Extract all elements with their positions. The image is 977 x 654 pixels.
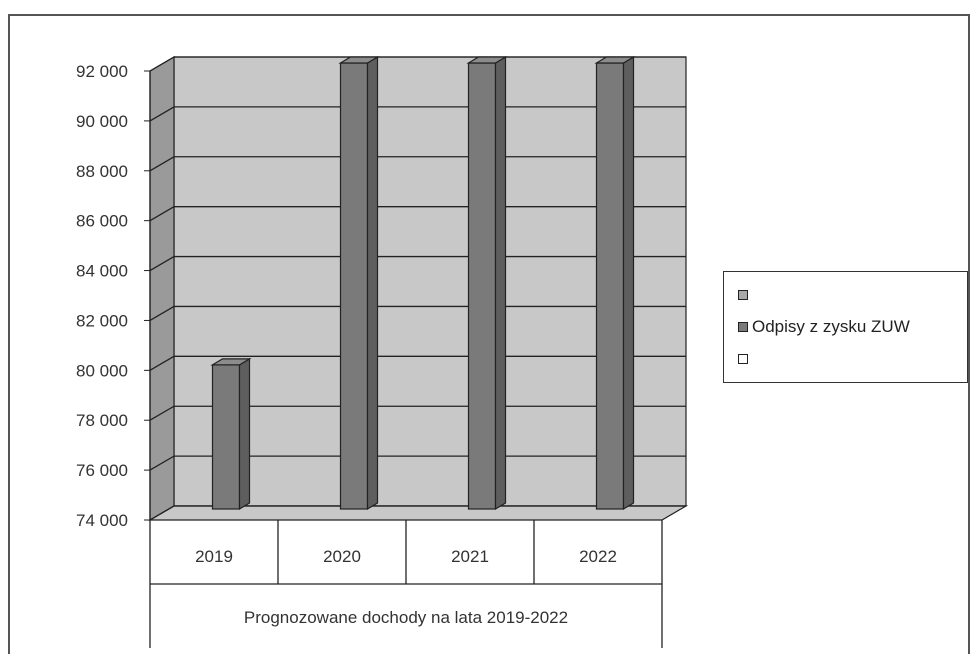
bar-side-2020 — [366, 55, 379, 511]
x-tick-label-2019: 2019 — [195, 547, 233, 566]
bar-top-2019 — [210, 358, 252, 366]
side-wall — [149, 55, 175, 522]
y-tick-label: 92 000 — [76, 62, 128, 81]
gridline — [149, 106, 686, 122]
bar-2020 — [339, 62, 369, 510]
gridline — [149, 405, 686, 421]
gridline — [149, 455, 686, 471]
legend: Odpisy z zysku ZUW — [723, 271, 968, 383]
y-tick-label: 76 000 — [76, 461, 128, 480]
legend-swatch-series-2 — [738, 322, 748, 332]
gridline — [149, 156, 686, 172]
y-tick-label: 84 000 — [76, 262, 128, 281]
bar-side-2021 — [494, 55, 507, 511]
legend-entry-series-1 — [738, 284, 752, 306]
bar-2019 — [211, 364, 241, 510]
x-tick-label-2021: 2021 — [451, 547, 489, 566]
y-tick-label: 88 000 — [76, 162, 128, 181]
legend-label-series-2: Odpisy z zysku ZUW — [752, 317, 910, 336]
bar-top-2020 — [338, 56, 380, 64]
y-tick-label: 82 000 — [76, 311, 128, 330]
y-tick-label: 74 000 — [76, 511, 128, 530]
gridline — [149, 305, 686, 322]
gridline — [149, 56, 686, 72]
gridline — [149, 355, 686, 371]
y-tick-label: 78 000 — [76, 411, 128, 430]
legend-swatch-series-3 — [738, 354, 748, 364]
legend-entry-series-3 — [738, 348, 752, 370]
y-tick-label: 80 000 — [76, 361, 128, 380]
bar-2022 — [595, 62, 625, 510]
legend-entry-series-2: Odpisy z zysku ZUW — [738, 316, 910, 338]
category-group-label: Prognozowane dochody na lata 2019-2022 — [244, 608, 568, 627]
y-tick-label: 86 000 — [76, 212, 128, 231]
bar-top-2021 — [466, 56, 508, 64]
x-tick-label-2022: 2022 — [579, 547, 617, 566]
bar-side-2019 — [238, 357, 251, 511]
gridline — [149, 255, 686, 272]
gridline — [149, 505, 686, 521]
bar-side-2022 — [622, 55, 635, 511]
bar-2021 — [467, 62, 497, 510]
gridline — [149, 206, 686, 222]
legend-swatch-series-1 — [738, 290, 748, 300]
x-tick-label-2020: 2020 — [323, 547, 361, 566]
y-tick-label: 90 000 — [76, 112, 128, 131]
bar-top-2022 — [594, 56, 636, 64]
